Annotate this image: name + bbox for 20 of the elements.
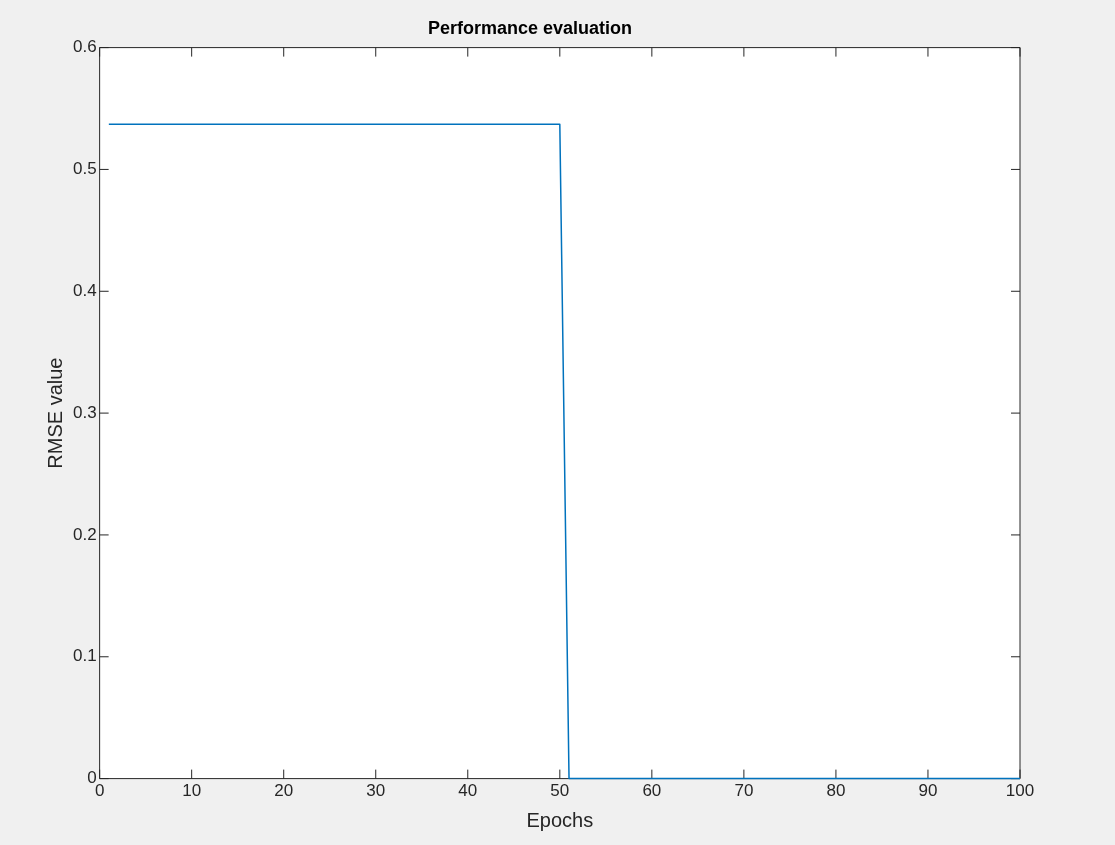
x-tick-label: 60 — [642, 781, 662, 801]
y-tick-label: 0.2 — [72, 524, 97, 544]
chart-title: Performance evaluation — [427, 17, 633, 38]
x-tick-label: 10 — [182, 781, 202, 801]
y-tick-label: 0.1 — [72, 646, 97, 666]
x-tick-label: 100 — [1005, 781, 1035, 801]
x-tick-label: 70 — [734, 781, 754, 801]
x-tick-label: 80 — [826, 781, 846, 801]
x-tick-label: 90 — [918, 781, 938, 801]
y-tick-label: 0.4 — [72, 280, 97, 300]
x-axis-title: Epochs — [526, 808, 594, 831]
y-tick-label: 0.6 — [72, 37, 97, 57]
x-tick-label: 20 — [274, 781, 294, 801]
y-tick-label: 0 — [87, 768, 97, 788]
x-tick-label: 30 — [366, 781, 386, 801]
x-tick-label: 40 — [458, 781, 478, 801]
x-tick-label: 50 — [550, 781, 570, 801]
y-tick-label: 0.3 — [72, 402, 97, 422]
y-tick-label: 0.5 — [72, 159, 97, 179]
y-axis-title: RMSE value — [43, 357, 66, 469]
